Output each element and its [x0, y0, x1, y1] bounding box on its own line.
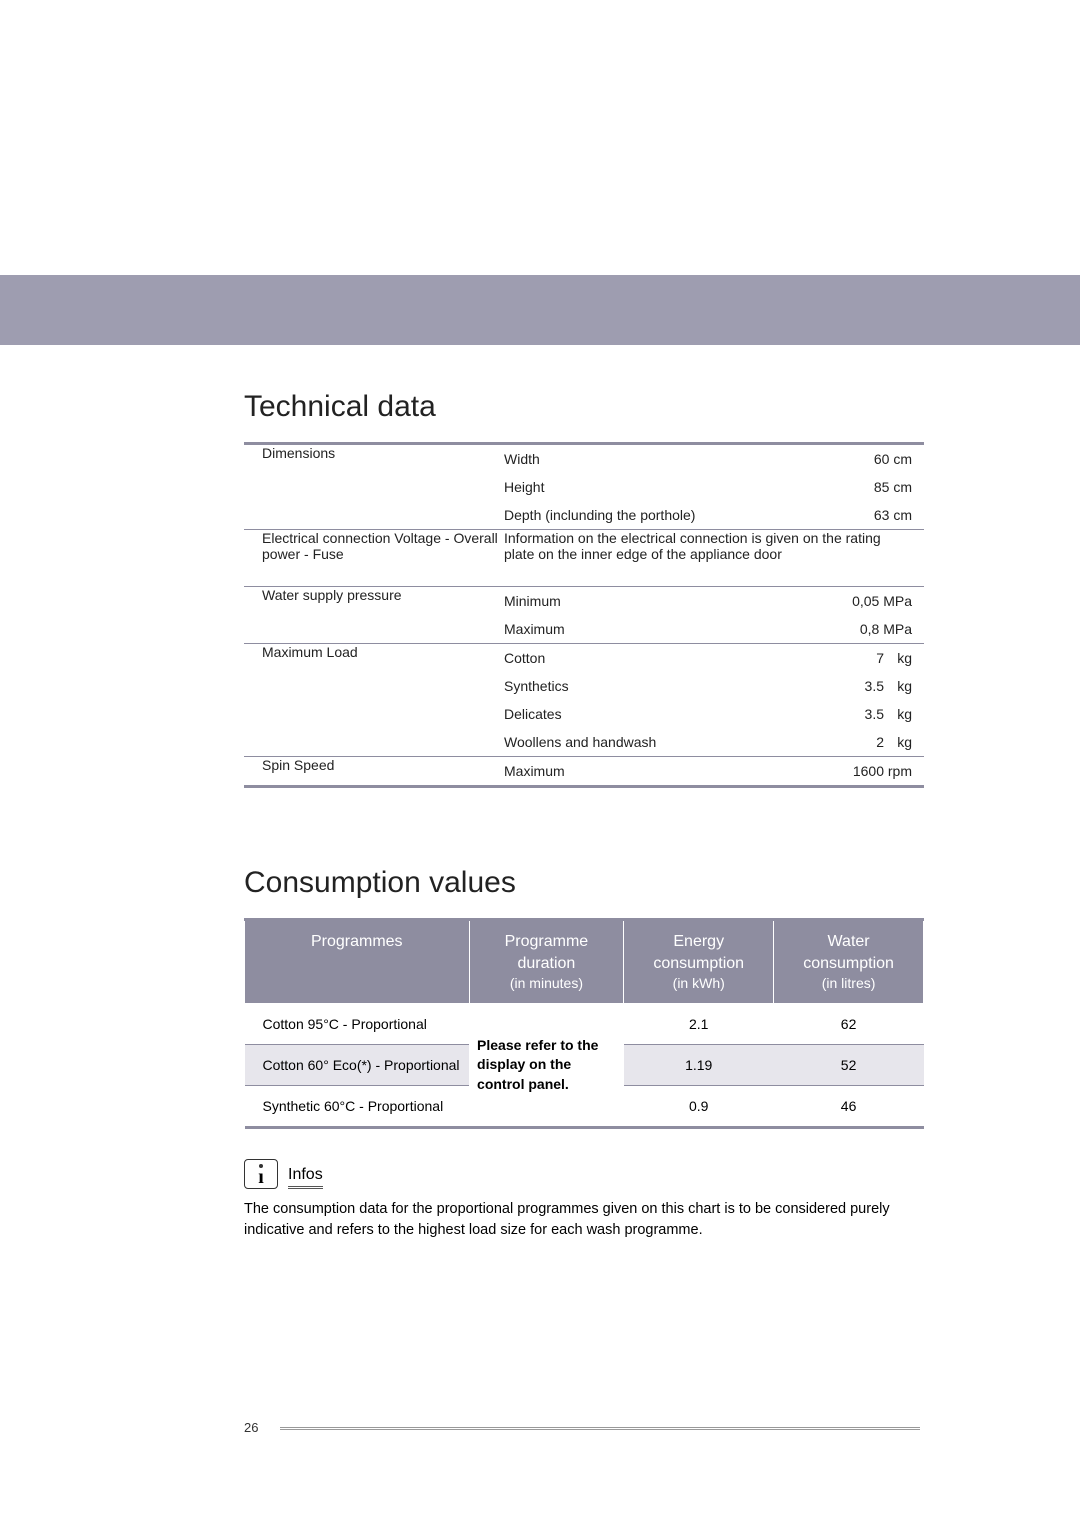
load-num: 3.5 [834, 678, 884, 694]
load-unit: kg [884, 678, 924, 694]
infos-label: Infos [288, 1166, 323, 1189]
cons-water: 62 [774, 1004, 924, 1045]
col-energy: Energy consumption(in kWh) [624, 920, 774, 1004]
info-icon: ı [244, 1159, 278, 1189]
spin-value: 1600 rpm [853, 763, 924, 779]
load-num: 7 [834, 650, 884, 666]
cons-energy: 1.19 [624, 1045, 774, 1086]
tech-label: Spin Speed [244, 757, 504, 787]
infos-text: The consumption data for the proportiona… [244, 1199, 924, 1241]
wp-value: 0,05 MPa [852, 593, 924, 609]
tech-row-spin: Spin Speed Maximum 1600 rpm [244, 757, 924, 787]
cons-water: 52 [774, 1045, 924, 1086]
col-duration: Programme duration(in minutes) [469, 920, 624, 1004]
tech-label: Dimensions [244, 444, 504, 530]
tech-row-electrical: Electrical connection Voltage - Overall … [244, 530, 924, 587]
load-num: 3.5 [834, 706, 884, 722]
consumption-section: Consumption values Programmes Programme … [244, 866, 924, 1129]
col-water: Water consumption(in litres) [774, 920, 924, 1004]
spin-name: Maximum [504, 763, 853, 779]
tech-row-maxload: Maximum Load Cotton7kg Synthetics3.5kg D… [244, 644, 924, 757]
infos-head: ı Infos [244, 1159, 323, 1189]
page: Technical data Dimensions Width 60 cm He… [0, 0, 1080, 1527]
wp-name: Minimum [504, 593, 852, 609]
cons-row: Cotton 95°C - Proportional Please refer … [245, 1004, 924, 1045]
load-name: Cotton [504, 650, 834, 666]
dim-value: 63 cm [874, 507, 924, 523]
dim-name: Width [504, 451, 874, 467]
infos-block: ı Infos The consumption data for the pro… [244, 1159, 924, 1241]
consumption-table: Programmes Programme duration(in minutes… [244, 918, 924, 1129]
cons-duration-note: Please refer to the display on the contr… [469, 1004, 624, 1128]
wp-name: Maximum [504, 621, 860, 637]
tech-label: Maximum Load [244, 644, 504, 757]
tech-row-dimensions: Dimensions Width 60 cm Height 85 cm Dept… [244, 444, 924, 530]
cons-programme: Synthetic 60°C - Proportional [245, 1086, 470, 1128]
tech-label: Water supply pressure [244, 587, 504, 644]
tech-text: Information on the electrical connection… [504, 530, 924, 587]
dim-value: 60 cm [874, 451, 924, 467]
tech-label: Electrical connection Voltage - Overall … [244, 530, 504, 587]
load-unit: kg [884, 734, 924, 750]
consumption-heading: Consumption values [244, 866, 924, 900]
dim-value: 85 cm [874, 479, 924, 495]
technical-table: Dimensions Width 60 cm Height 85 cm Dept… [244, 442, 924, 788]
load-name: Synthetics [504, 678, 834, 694]
page-number: 26 [244, 1420, 258, 1435]
load-name: Delicates [504, 706, 834, 722]
dim-name: Height [504, 479, 874, 495]
cons-energy: 0.9 [624, 1086, 774, 1128]
cons-programme: Cotton 95°C - Proportional [245, 1004, 470, 1045]
content-area: Technical data Dimensions Width 60 cm He… [244, 390, 924, 1241]
load-unit: kg [884, 650, 924, 666]
tech-row-water: Water supply pressure Minimum 0,05 MPa M… [244, 587, 924, 644]
cons-energy: 2.1 [624, 1004, 774, 1045]
dim-name: Depth (inclunding the porthole) [504, 507, 874, 523]
wp-value: 0,8 MPa [860, 621, 924, 637]
cons-header-row: Programmes Programme duration(in minutes… [245, 920, 924, 1004]
col-programmes: Programmes [245, 920, 470, 1004]
load-num: 2 [834, 734, 884, 750]
header-band [0, 275, 1080, 345]
technical-heading: Technical data [244, 390, 924, 424]
load-unit: kg [884, 706, 924, 722]
cons-programme: Cotton 60° Eco(*) - Proportional [245, 1045, 470, 1086]
load-name: Woollens and handwash [504, 734, 834, 750]
cons-water: 46 [774, 1086, 924, 1128]
footer-rule [280, 1427, 920, 1430]
